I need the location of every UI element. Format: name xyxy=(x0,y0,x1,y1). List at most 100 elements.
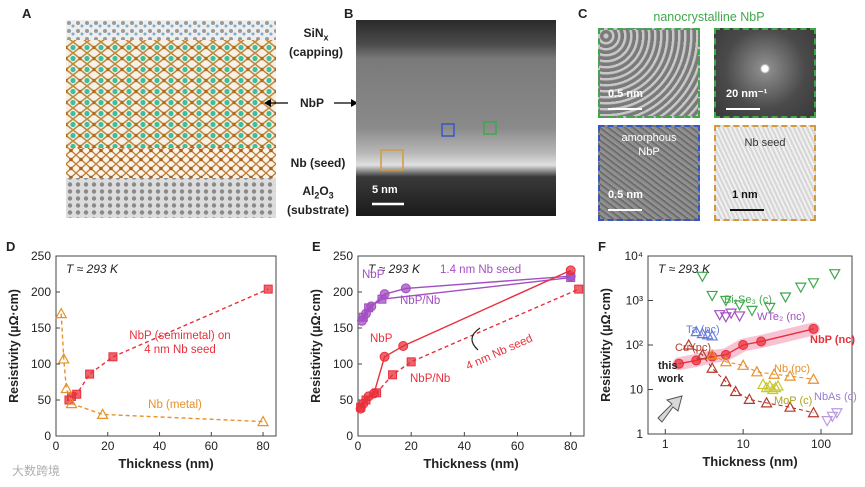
data-point xyxy=(807,373,820,384)
annotation: NbP/Nb xyxy=(410,373,450,385)
tile-label: amorphous NbP xyxy=(621,132,677,158)
data-point xyxy=(779,292,792,304)
data-point xyxy=(96,408,109,419)
x-tick-label: 100 xyxy=(811,437,831,451)
y-tick-label: 200 xyxy=(31,285,51,299)
data-point xyxy=(828,269,841,280)
hrtem-nanocrystalline-tile: 0.5 nm xyxy=(598,28,700,118)
data-point xyxy=(719,375,732,387)
data-point xyxy=(750,365,763,377)
data-point xyxy=(263,284,273,294)
tile-scale-label: 0.5 nm xyxy=(608,189,643,201)
data-point xyxy=(719,295,732,307)
x-tick-label: 40 xyxy=(153,439,167,453)
x-tick-label: 20 xyxy=(404,439,418,453)
hrtem-amorphous-tile: amorphous NbP 0.5 nm xyxy=(598,125,700,221)
y-tick-label: 10⁴ xyxy=(624,249,643,263)
annotation: NbP/Nb xyxy=(400,295,440,307)
annotation: this xyxy=(658,360,678,372)
temperature-label: T ≈ 293 K xyxy=(658,262,711,276)
data-point xyxy=(364,303,374,313)
annotation: 4 nm Nb seed xyxy=(144,344,216,356)
tile-scale-label: 0.5 nm xyxy=(608,88,643,100)
x-tick-label: 0 xyxy=(355,439,362,453)
layer-label-nbp: NbP xyxy=(300,96,324,110)
annotation: NbP xyxy=(370,333,393,345)
substrate-layer xyxy=(66,178,276,218)
data-point xyxy=(706,290,719,302)
capping-layer xyxy=(66,20,276,40)
x-tick-label: 80 xyxy=(256,439,270,453)
data-point xyxy=(807,278,820,290)
data-point xyxy=(719,355,732,367)
data-point xyxy=(696,271,709,283)
chart-d: 0 20 40 60 80 0 50 100 150 200 250 Thickness (nm) Re… xyxy=(7,249,277,471)
temperature-label: T ≈ 293 K xyxy=(368,262,421,276)
data-point xyxy=(766,383,779,395)
nanocrystalline-roi xyxy=(483,121,497,135)
data-point xyxy=(713,310,726,321)
nb-seed-layer xyxy=(66,148,276,178)
data-point xyxy=(57,352,70,364)
nbp-layer xyxy=(66,40,276,148)
data-point xyxy=(794,282,807,294)
x-tick-label: 0 xyxy=(53,439,60,453)
bracket-curve xyxy=(471,327,481,351)
data-point xyxy=(356,402,366,412)
data-point xyxy=(706,362,719,373)
series-line xyxy=(711,354,814,380)
data-point xyxy=(719,312,732,324)
data-point xyxy=(574,284,584,294)
data-point xyxy=(706,348,719,360)
data-point xyxy=(826,411,839,423)
data-point xyxy=(85,369,95,379)
fft-tile: 20 nm⁻¹ xyxy=(714,28,816,118)
y-tick-label: 10³ xyxy=(626,294,643,308)
annotation: Nb (pc) xyxy=(774,363,810,375)
annotation: NbP (semimetal) on xyxy=(129,330,230,342)
y-tick-label: 50 xyxy=(38,393,52,407)
data-point xyxy=(565,265,576,276)
data-point xyxy=(737,359,750,370)
panel-label-f: F xyxy=(598,239,606,254)
data-point xyxy=(691,355,702,366)
annotation: NbAs (c) xyxy=(814,391,857,403)
series-line xyxy=(360,288,579,408)
chart-e: 0 20 40 60 80 0 50 100 150 200 250 Thickness (nm) Re… xyxy=(309,249,585,471)
data-point xyxy=(706,329,719,341)
annotation: Bi₂Se₃ (c) xyxy=(724,294,772,306)
nb-seed-roi xyxy=(380,149,404,171)
tile-scale-bar xyxy=(730,209,764,211)
y-tick-label: 150 xyxy=(31,321,51,335)
layer-label-nb-seed: Nb (seed) xyxy=(290,156,346,170)
data-point xyxy=(379,351,390,362)
data-point xyxy=(398,341,409,351)
nbp-double-arrow xyxy=(264,99,358,107)
panel-label-e: E xyxy=(312,239,321,254)
data-point xyxy=(673,358,684,369)
panel-label-c: C xyxy=(578,6,588,21)
y-tick-label: 150 xyxy=(333,321,353,335)
y-axis-label: Resistivity (µΩ·cm) xyxy=(599,288,613,402)
y-tick-label: 250 xyxy=(333,249,353,263)
x-tick-label: 1 xyxy=(662,437,669,451)
y-axis-label: Resistivity (µΩ·cm) xyxy=(7,289,21,403)
panel-label-d: D xyxy=(6,239,16,254)
data-point xyxy=(720,349,731,360)
watermark: 大数跨境 xyxy=(12,464,61,478)
chart-f: 1 10 100 1 10 10² 10³ 10⁴ Thickness (nm) Resistiv… xyxy=(599,249,857,469)
data-point xyxy=(725,308,738,320)
data-point xyxy=(377,294,387,304)
crystal-structure-illustration xyxy=(66,20,276,218)
x-axis-label: Thickness (nm) xyxy=(118,456,213,471)
x-axis-label: Thickness (nm) xyxy=(702,454,797,469)
tile-scale-bar xyxy=(726,108,760,110)
y-axis-label: Resistivity (µΩ·cm) xyxy=(309,289,323,403)
data-point xyxy=(55,307,68,319)
data-point xyxy=(372,388,382,398)
data-point xyxy=(733,300,746,312)
tile-scale-label: 20 nm⁻¹ xyxy=(726,88,768,100)
x-axis-label: Thickness (nm) xyxy=(423,456,518,471)
panel-label-a: A xyxy=(22,6,32,21)
